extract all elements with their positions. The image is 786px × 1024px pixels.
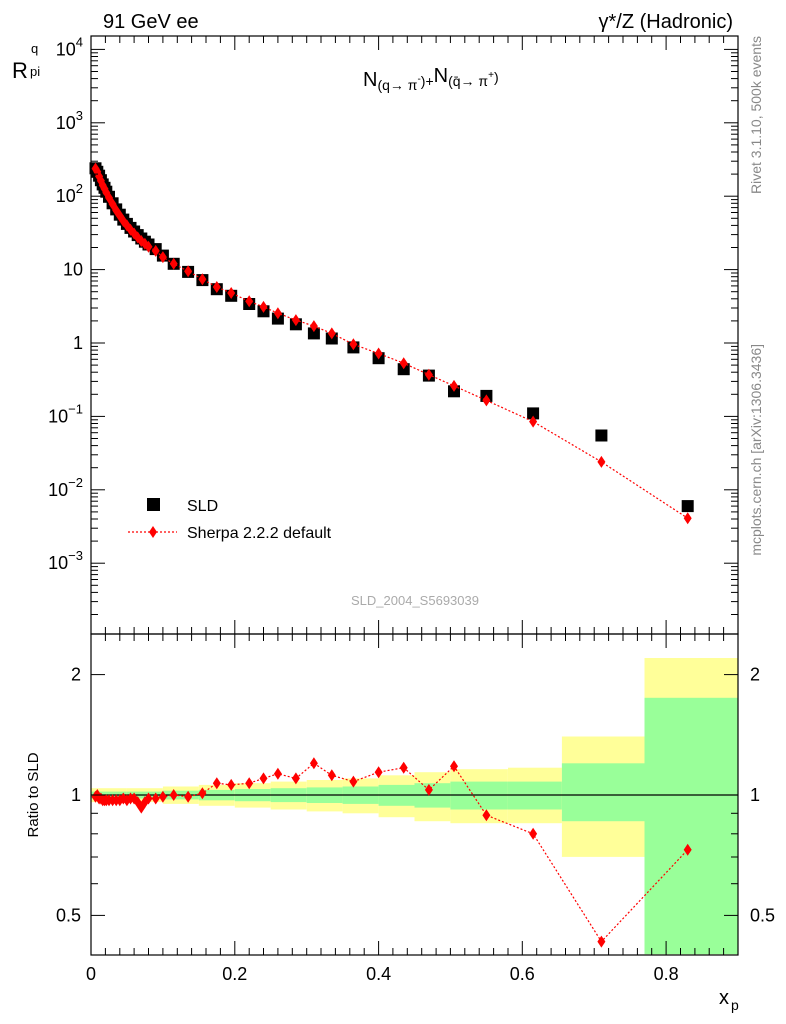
ratio-sherpa-point	[144, 792, 153, 805]
sherpa-point	[184, 265, 193, 278]
y-tick-label: 104	[56, 34, 83, 59]
rivet-label: Rivet 3.1.10, 500k events	[748, 36, 764, 194]
ratio-sherpa-point	[309, 757, 318, 770]
legend-sld-label: SLD	[187, 498, 218, 515]
watermark: SLD_2004_S5693039	[351, 593, 479, 608]
ratio-sherpa-point	[399, 761, 408, 774]
ratio-sherpa-point	[424, 783, 433, 796]
x-tick-label: 0.4	[366, 964, 391, 984]
ratio-y-tick-label: 0.5	[56, 905, 81, 925]
ratio-y-tick-label: 2	[71, 665, 81, 685]
sherpa-point	[597, 455, 606, 468]
sherpa-point	[158, 251, 167, 264]
sherpa-point	[198, 273, 207, 286]
sld-point	[307, 327, 320, 340]
ratio-sherpa-point	[683, 843, 692, 856]
y-axis-label-sup: q	[31, 41, 38, 56]
energy-label: 91 GeV ee	[103, 11, 199, 33]
x-axis-label: x	[719, 987, 729, 1009]
sherpa-point	[144, 240, 153, 253]
ratio-sherpa-point	[245, 777, 254, 790]
ratio-sherpa-point	[227, 778, 236, 791]
x-tick-label: 0	[86, 964, 96, 984]
sherpa-point	[374, 347, 383, 360]
ratio-sherpa-point	[349, 775, 358, 788]
ratio-sherpa-point	[259, 772, 268, 785]
ratio-sherpa-point	[291, 772, 300, 785]
ratio-sherpa-point	[529, 827, 538, 840]
sherpa-point	[212, 281, 221, 293]
sherpa-point	[424, 368, 433, 381]
ratio-sherpa-point	[158, 790, 167, 803]
ratio-y-tick-label-right: 1	[750, 785, 760, 805]
y-tick-label: 1	[73, 333, 83, 353]
uncertainty-band-inner	[561, 763, 645, 822]
ratio-axes: 0 0.2 0.4 0.6 0.8 0.5 0.5 1 1 2 2	[56, 36, 775, 984]
ratio-sherpa-point	[450, 760, 458, 773]
main-frame	[90, 35, 739, 635]
sherpa-point	[349, 338, 358, 351]
x-axis-label-sub: p	[731, 997, 739, 1013]
sld-point	[527, 407, 540, 420]
main-title: N(q→ π-)+N(q̄→ π+)	[363, 65, 499, 93]
y-tick-label: 10−3	[48, 548, 83, 573]
x-tick-label: 0.2	[222, 964, 247, 984]
ratio-sherpa-point	[169, 789, 178, 801]
y-tick-label: 10−2	[48, 475, 83, 500]
y-tick-label: 103	[56, 108, 83, 133]
x-tick-label: 0.6	[510, 964, 535, 984]
ratio-sherpa-point	[212, 777, 221, 790]
sherpa-point	[273, 307, 282, 320]
ratio-sherpa-point	[482, 809, 491, 822]
x-tick-label: 0.8	[654, 964, 679, 984]
sherpa-point	[529, 415, 538, 428]
process-label: γ*/Z (Hadronic)	[599, 11, 733, 33]
sherpa-point	[227, 287, 236, 299]
sherpa-point	[291, 314, 300, 327]
uncertainty-band-inner	[644, 697, 738, 955]
ratio-sherpa-point	[597, 935, 606, 948]
y-tick-label: 10−1	[48, 401, 83, 426]
sherpa-point	[450, 379, 458, 392]
ratio-y-label: Ratio to SLD	[25, 752, 42, 837]
legend-sherpa-label: Sherpa 2.2.2 default	[187, 525, 332, 542]
sherpa-point	[245, 295, 254, 308]
legend-sld-marker	[147, 498, 160, 511]
y-tick-label: 102	[56, 181, 83, 206]
ratio-sherpa-point	[184, 790, 193, 803]
sld-point	[681, 500, 694, 513]
sherpa-point	[683, 512, 692, 525]
sherpa-point	[169, 257, 178, 270]
sld-point	[595, 429, 608, 442]
sherpa-point	[482, 394, 491, 407]
sherpa-point	[259, 300, 268, 313]
ratio-y-tick-label: 1	[71, 785, 81, 805]
sherpa-point	[151, 244, 160, 257]
legend: SLD Sherpa 2.2.2 default	[128, 498, 332, 542]
sherpa-point	[399, 357, 408, 370]
y-axis-label-sub: pi	[30, 64, 40, 79]
legend-sherpa-marker	[149, 526, 157, 538]
ratio-sherpa-point	[198, 787, 207, 800]
ratio-sherpa-point	[273, 767, 282, 780]
y-axis-label: R	[12, 58, 28, 83]
ratio-y-tick-label-right: 2	[750, 665, 760, 685]
sherpa-point	[327, 327, 336, 340]
mcplots-label: mcplots.cern.ch [arXiv:1306.3436]	[748, 344, 764, 556]
ratio-sherpa-point	[327, 769, 336, 782]
ratio-y-tick-label-right: 0.5	[750, 905, 775, 925]
sherpa-line	[94, 168, 689, 519]
y-tick-label: 10	[63, 260, 83, 280]
ratio-sherpa-point	[151, 792, 160, 805]
ratio-panel: 0 0.2 0.4 0.6 0.8 0.5 0.5 1 1 2 2 Ratio to SLD x p	[25, 36, 775, 1013]
ratio-sherpa-point	[374, 766, 383, 779]
sherpa-point	[309, 320, 318, 333]
